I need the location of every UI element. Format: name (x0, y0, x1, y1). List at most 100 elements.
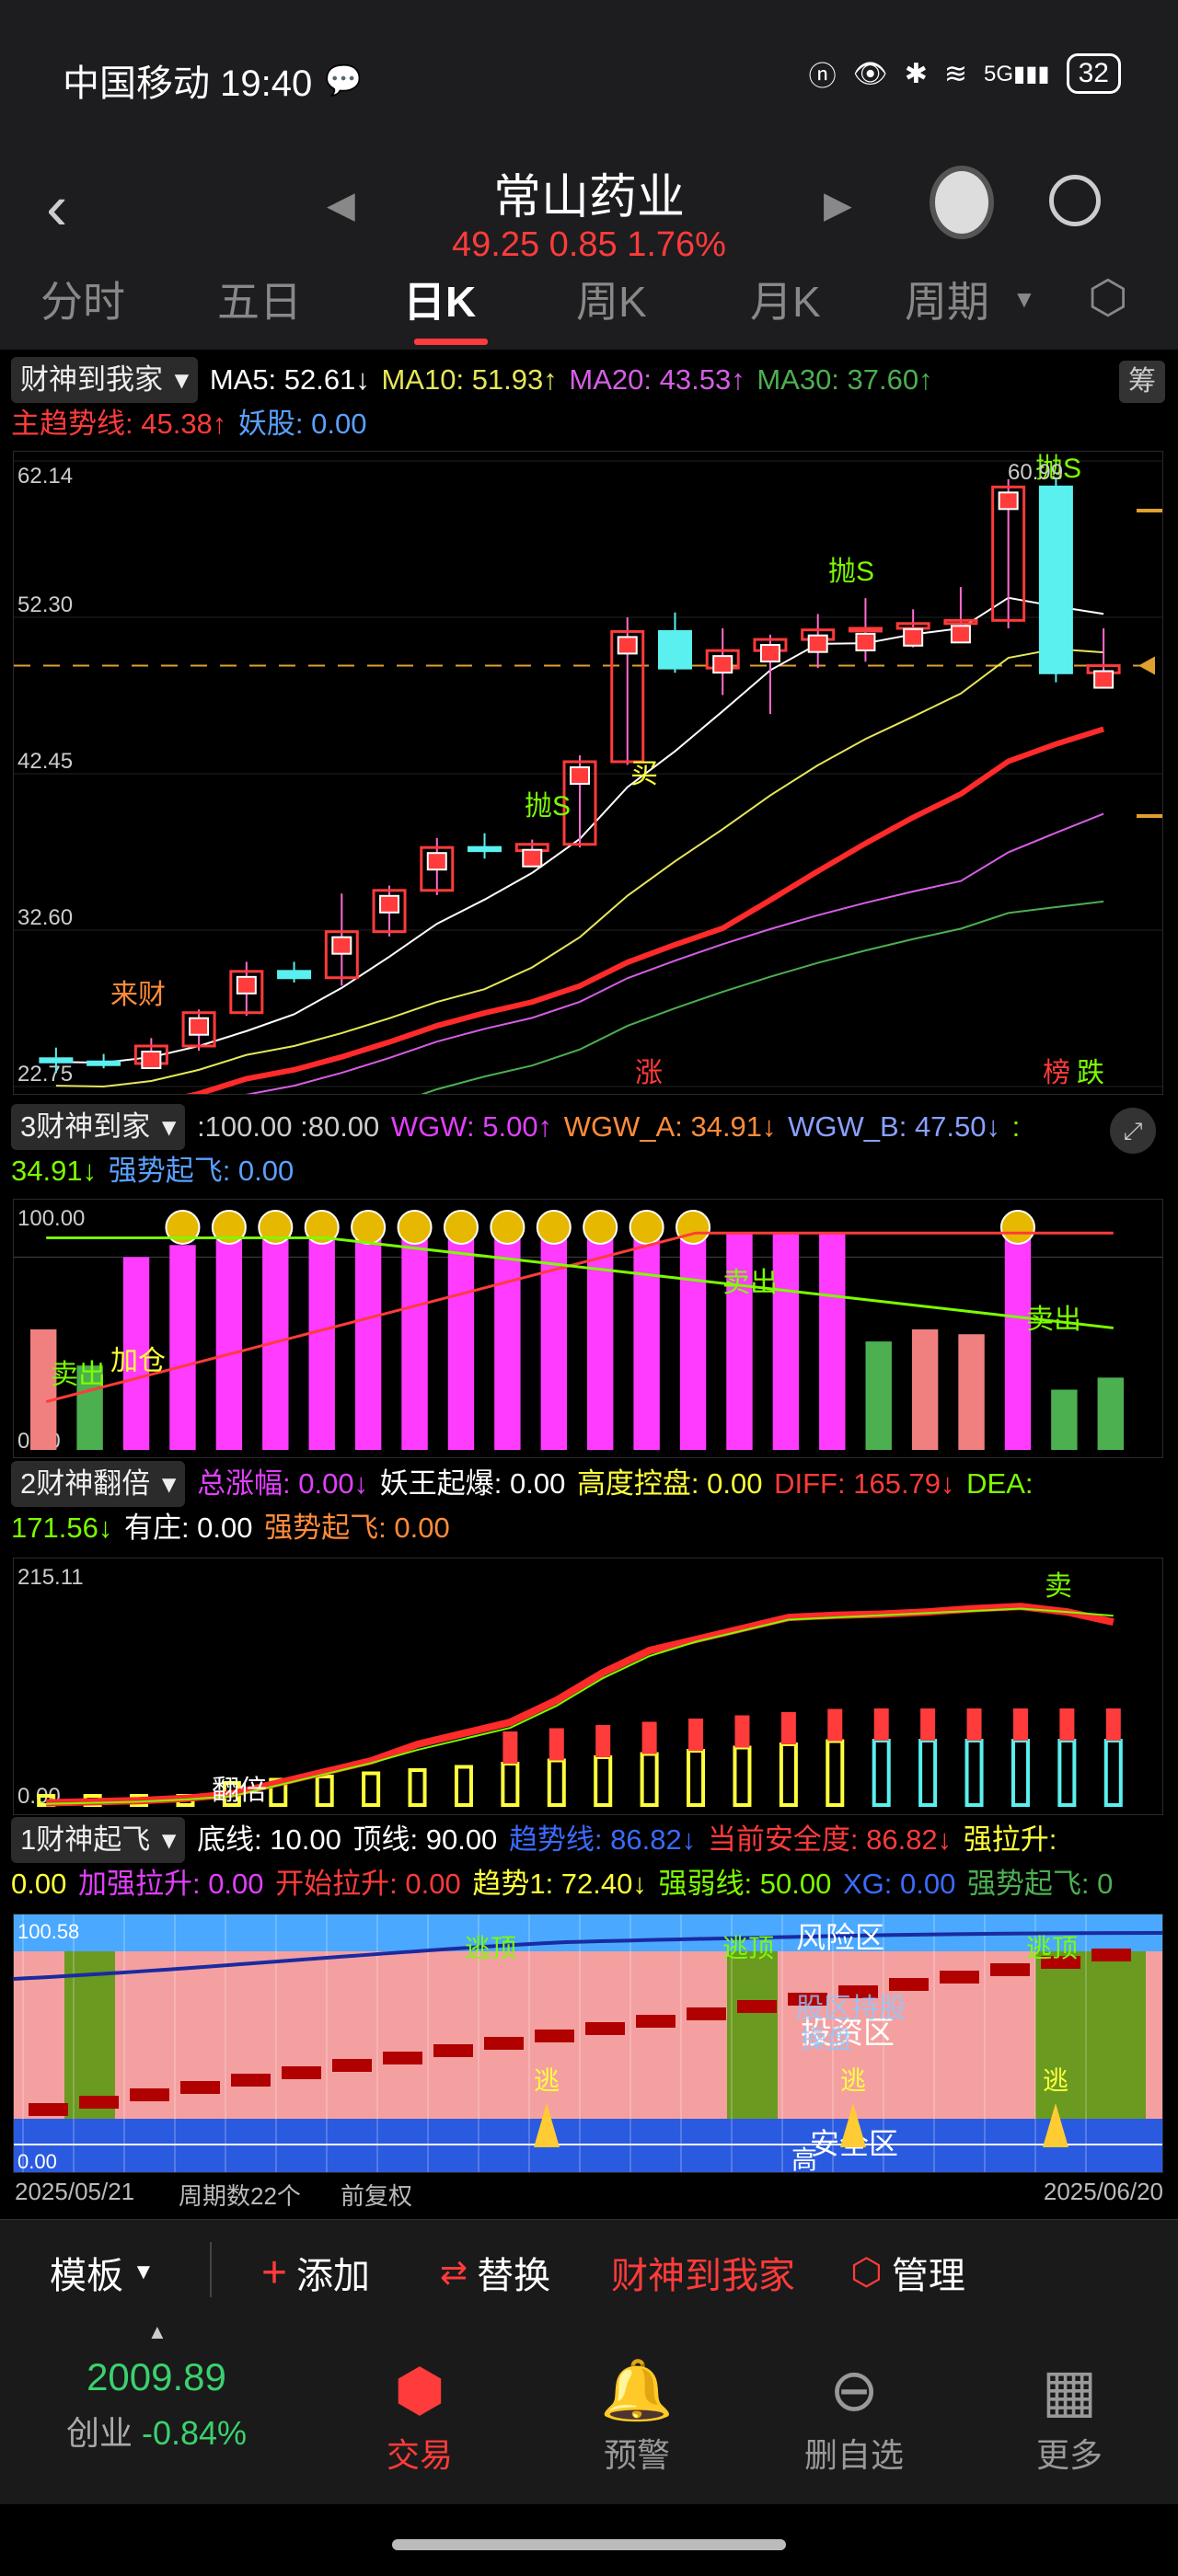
prev-stock-icon[interactable]: ◀ (327, 185, 355, 225)
bar (501, 1762, 520, 1807)
replace-button[interactable]: ⇄ 替换 (440, 2246, 550, 2299)
annotation: 股区持股 (796, 1994, 907, 2024)
tab-trade[interactable]: ⬢ 交易 (346, 2357, 493, 2477)
bar (484, 2037, 524, 2050)
money-bag-icon (999, 1210, 1035, 1245)
stock-header: ‹ ◀ 常山药业 49.25 0.85 1.76% ▶ (0, 147, 1178, 281)
ind1-legend-2: 0.00 加强拉升: 0.00 开始拉升: 0.00 趋势1: 72.40↓ 强… (0, 1861, 1178, 1907)
indicator1-panel: 1财神起飞 ▾ 底线: 10.00 顶线: 90.00 趋势线: 86.82↓ … (0, 1817, 1178, 2219)
y-tick-label: 32.60 (17, 905, 73, 930)
xg-label: XG: 0.00 (842, 1868, 956, 1900)
wgw-label: WGW: 5.00↑ (390, 1110, 553, 1143)
tab-yuek[interactable]: 月K (750, 278, 821, 326)
indicator-select-3[interactable]: 3财神到家 ▾ (11, 1104, 186, 1150)
trend-line (14, 1931, 1162, 1981)
ind2-macd-chart[interactable]: 215.110.00 翻倍卖 (13, 1558, 1163, 1815)
indicator-select-main[interactable]: 财神到我家 ▾ (11, 357, 199, 403)
chevron-down-icon: ▼ (1012, 285, 1036, 313)
ma10-label: MA10: 51.93↑ (381, 363, 558, 396)
add-button[interactable]: + 添加 (261, 2246, 370, 2299)
bar (76, 1365, 103, 1450)
bar-top (595, 1725, 611, 1757)
annotation: 抛S (1035, 454, 1081, 484)
wifi-icon: ≋ (943, 58, 967, 89)
template-button[interactable]: 模板 ▼ (50, 2246, 155, 2299)
back-icon[interactable]: ‹ (46, 171, 68, 243)
zongzhang-label: 总涨幅: 0.00↓ (197, 1467, 369, 1500)
wgw-b-label: WGW_B: 47.50↓ (788, 1110, 1001, 1143)
candle-body (277, 970, 312, 980)
current-indicator-button[interactable]: 财神到我家 (611, 2246, 795, 2299)
tab-rik[interactable]: 日K (403, 278, 477, 326)
indicator-select-1[interactable]: 1财神起飞 ▾ (11, 1817, 186, 1863)
bar (1103, 1739, 1123, 1807)
y-tick-label: 22.75 (17, 1062, 73, 1087)
candle-badge (855, 632, 876, 651)
more-label: 更多 (1035, 2436, 1103, 2474)
manage-button[interactable]: ⬡ 管理 (850, 2246, 965, 2299)
rocket-icon (1043, 2103, 1068, 2147)
bar (594, 1755, 613, 1807)
nfc-icon: ⓝ (808, 62, 837, 92)
trend-line-label: 主趋势线: 45.38↑ (11, 408, 227, 440)
tab-remove-watch[interactable]: ⊖ 删自选 (780, 2357, 928, 2477)
annotation: 操盘 (801, 2025, 852, 2053)
add-label: 添加 (296, 2256, 371, 2296)
bluetooth-icon: ✱ (904, 58, 928, 89)
annotation: 逃顶 (1026, 1934, 1078, 1962)
bar (865, 1341, 892, 1450)
bar (1041, 1956, 1080, 1969)
bar (733, 1745, 752, 1807)
bar (29, 2103, 68, 2116)
money-bag-icon (536, 1210, 572, 1245)
tab-more[interactable]: ▦ 更多 (996, 2357, 1143, 2477)
candle-badge (759, 644, 780, 663)
tab-zhouk[interactable]: 周K (576, 278, 647, 326)
bar (585, 2022, 625, 2035)
bar (308, 1221, 335, 1450)
settings-icon[interactable]: ⬡ (1088, 276, 1128, 323)
safe-zone-band (14, 2119, 1162, 2172)
candlestick-chart[interactable]: 62.1452.3042.4532.6022.75来财抛S抛S买抛S涨榜跌60.… (13, 451, 1163, 1095)
gaodu-label: 高度控盘: 0.00 (576, 1467, 763, 1500)
bar (262, 1221, 289, 1450)
next-stock-icon[interactable]: ▶ (824, 185, 852, 225)
tab-zhouqi[interactable]: 周期 (905, 278, 989, 326)
caret-up-icon: ▲ (147, 2320, 167, 2343)
indicator-select-2[interactable]: 2财神翻倍 ▾ (11, 1461, 186, 1507)
candle-badge (807, 634, 828, 653)
bar (494, 1221, 521, 1450)
annotation: 卖 (1045, 1571, 1072, 1602)
tab-alert[interactable]: 🔔 预警 (563, 2357, 710, 2477)
home-indicator (392, 2539, 786, 2550)
index-widget[interactable]: 2009.89 创业 -0.84% (37, 2355, 276, 2455)
bar (454, 1765, 473, 1807)
ind3-strong: 强势起飞: 0.00 (108, 1155, 294, 1187)
bar (362, 1771, 381, 1807)
annotation: 跌 (1077, 1058, 1104, 1088)
ind1-legend: 1财神起飞 ▾ 底线: 10.00 顶线: 90.00 趋势线: 86.82↓ … (0, 1817, 1178, 1863)
bar (282, 2066, 321, 2079)
annotation: 卖出 (722, 1268, 778, 1298)
tab-fenshi[interactable]: 分时 (40, 278, 125, 326)
rocket-icon (840, 2103, 866, 2147)
indicator3-panel: 3财神到家 ▾ :100.00 :80.00 WGW: 5.00↑ WGW_A:… (0, 1104, 1178, 1467)
tab-wuri[interactable]: 五日 (217, 278, 302, 326)
bar (332, 2059, 372, 2072)
high-price-label: 60.99 (1008, 460, 1063, 485)
bar (169, 1245, 196, 1450)
assistant-icon[interactable] (930, 166, 994, 239)
expand-icon[interactable]: ⤢ (1110, 1108, 1156, 1154)
active-tab-indicator (414, 339, 488, 345)
chip-button[interactable]: 筹 (1119, 361, 1165, 403)
bottom-tabbar: ▲ 2009.89 创业 -0.84% ⬢ 交易 🔔 预警 ⊖ 删自选 ▦ 更多 (0, 2320, 1178, 2504)
annotation: 抛S (828, 557, 874, 587)
search-icon[interactable] (1049, 175, 1101, 226)
ind1-zone-chart[interactable]: 100.580.00风险区投资区安全区高逃顶逃顶逃顶逃逃逃股区持股操盘 (13, 1914, 1163, 2173)
money-bag-icon (304, 1210, 340, 1245)
candle-badge (236, 975, 257, 995)
bar (838, 1985, 878, 1998)
annotation: 抛S (525, 791, 571, 822)
